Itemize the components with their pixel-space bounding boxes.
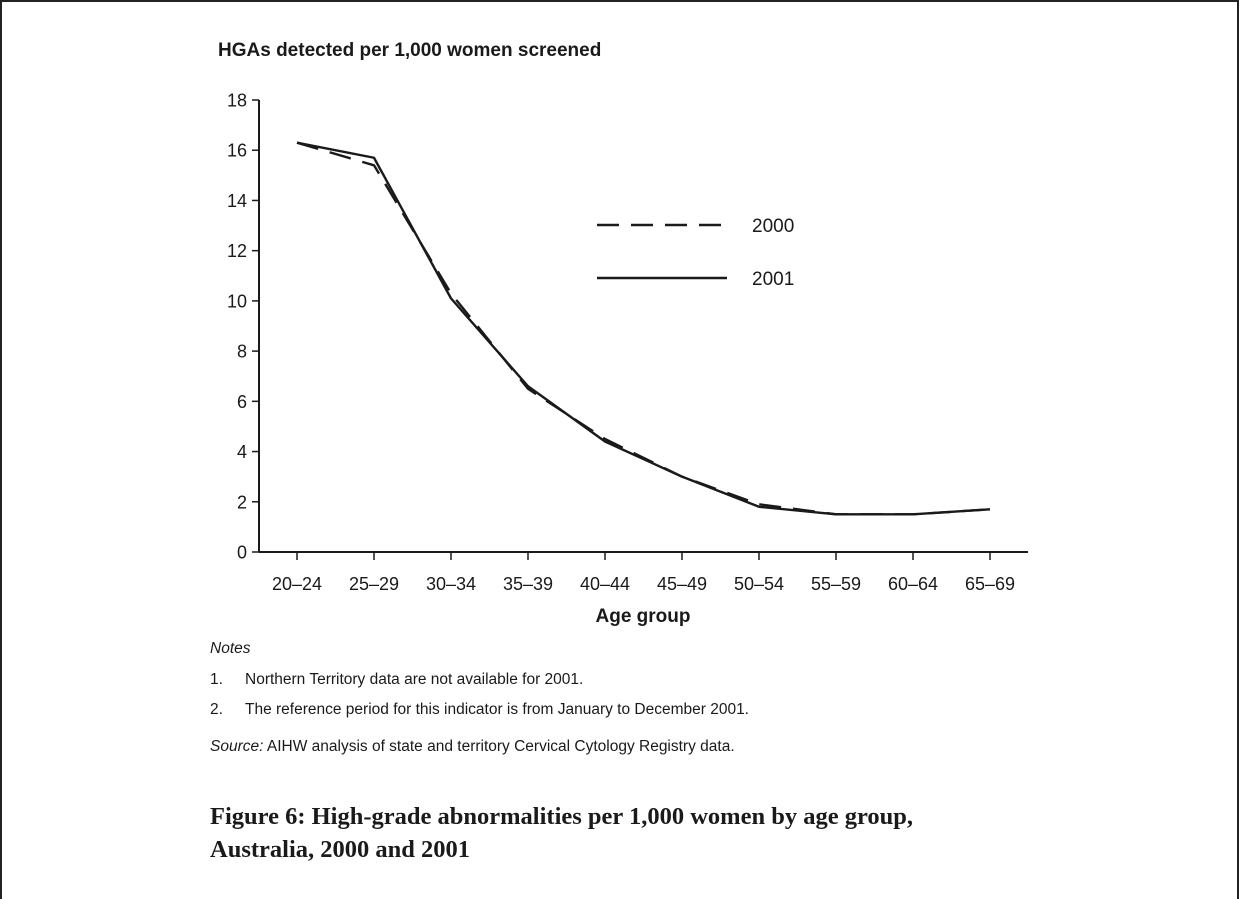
line-chart: HGAs detected per 1,000 women screened 0…	[218, 40, 1028, 627]
y-tick-label: 8	[237, 342, 247, 362]
note-item: 2. The reference period for this indicat…	[210, 701, 1170, 719]
note-item: 1. Northern Territory data are not avail…	[210, 671, 1170, 689]
note-number: 2.	[210, 701, 223, 718]
legend-label-2001: 2001	[752, 269, 794, 290]
y-tick-label: 18	[227, 91, 247, 111]
note-number: 1.	[210, 671, 223, 688]
caption-line-2: Australia, 2000 and 2001	[210, 836, 471, 863]
series-line-2001	[296, 141, 991, 516]
note-text: The reference period for this indicator …	[245, 701, 749, 718]
y-tick-label: 2	[237, 492, 247, 512]
chart-title: HGAs detected per 1,000 women screened	[218, 40, 601, 61]
x-tick-label: 65–69	[965, 574, 1015, 594]
source-line: Source: AIHW analysis of state and terri…	[210, 738, 1170, 756]
y-tick-label: 12	[227, 241, 247, 261]
x-axis: 20–24 25–29 30–34 35–39 40–44 45–49 50–54 55–59…	[259, 551, 1028, 594]
x-axis-title: Age group	[596, 606, 691, 627]
notes-section: Notes 1. Northern Territory data are not…	[210, 640, 1170, 756]
y-tick-label: 4	[237, 442, 247, 462]
x-tick-label: 35–39	[503, 574, 553, 594]
x-tick-label: 50–54	[734, 574, 784, 594]
x-tick-label: 60–64	[888, 574, 938, 594]
caption-line-1: Figure 6: High-grade abnormalities per 1…	[210, 803, 913, 830]
y-tick-label: 14	[227, 191, 247, 211]
y-tick-label: 16	[227, 141, 247, 161]
y-tick-label: 0	[237, 543, 247, 563]
figure-caption: Figure 6: High-grade abnormalities per 1…	[210, 800, 1110, 866]
y-axis: 0 2 4 6 8 10 12 14 16 18	[227, 91, 260, 563]
x-tick-label: 20–24	[272, 574, 322, 594]
x-tick-label: 25–29	[349, 574, 399, 594]
x-tick-label: 45–49	[657, 574, 707, 594]
x-tick-label: 30–34	[426, 574, 476, 594]
x-tick-label: 55–59	[811, 574, 861, 594]
source-text: AIHW analysis of state and territory Cer…	[263, 738, 735, 755]
legend: 2000 2001	[597, 216, 794, 290]
source-label: Source:	[210, 738, 264, 755]
series-group	[296, 141, 991, 516]
notes-heading: Notes	[210, 640, 251, 657]
note-text: Northern Territory data are not availabl…	[245, 671, 584, 688]
x-tick-label: 40–44	[580, 574, 630, 594]
y-tick-label: 6	[237, 392, 247, 412]
y-tick-label: 10	[227, 291, 247, 311]
legend-label-2000: 2000	[752, 216, 794, 237]
